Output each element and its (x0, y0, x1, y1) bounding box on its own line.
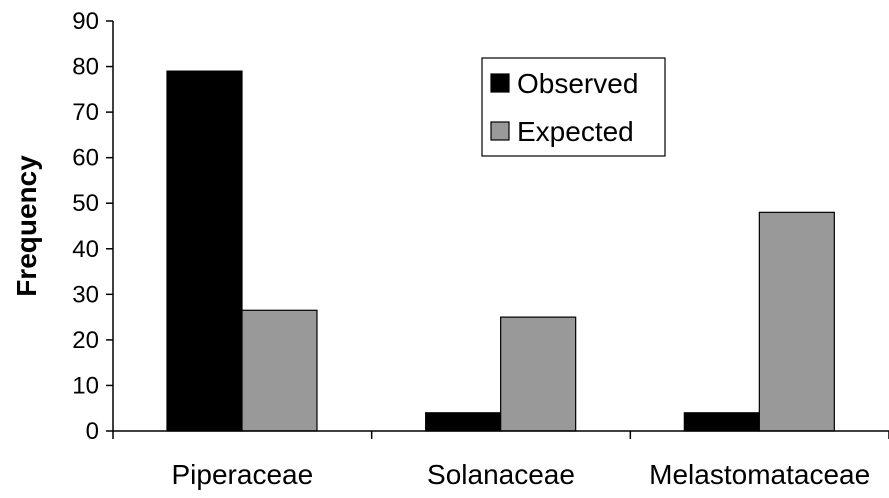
y-tick-label: 70 (72, 99, 99, 126)
legend-label-observed: Observed (517, 68, 638, 99)
y-tick-label: 0 (86, 418, 99, 445)
y-tick-label: 40 (72, 236, 99, 263)
x-category-label: Melastomataceae (649, 459, 870, 490)
legend-swatch-observed (490, 73, 510, 93)
legend-box (481, 57, 666, 157)
bar-expected-melastomataceae (758, 211, 835, 432)
y-tick-label: 30 (72, 281, 99, 308)
legend: Observed Expected (481, 57, 666, 157)
y-tick-label: 90 (72, 8, 99, 35)
x-category-labels: Piperaceae Solanaceae Melastomataceae (172, 459, 871, 490)
y-tick-label: 80 (72, 54, 99, 81)
y-tick-label: 20 (72, 327, 99, 354)
bar-observed-melastomataceae (683, 412, 760, 432)
y-axis-title: Frequency (11, 155, 42, 297)
y-ticks: 0 10 20 30 40 50 60 70 80 90 (72, 8, 889, 445)
bars-layer (166, 70, 835, 432)
bar-expected-piperaceae (241, 309, 318, 432)
legend-swatch-expected (490, 121, 510, 141)
axes-layer (112, 21, 889, 432)
y-tick-label: 50 (72, 190, 99, 217)
bar-expected-solanaceae (500, 316, 577, 432)
legend-label-expected: Expected (517, 116, 634, 147)
y-tick-label: 60 (72, 145, 99, 172)
bar-observed-piperaceae (166, 70, 243, 432)
x-category-label: Solanaceae (427, 459, 575, 490)
bar-observed-solanaceae (425, 412, 502, 432)
y-tick-label: 10 (72, 372, 99, 399)
x-category-label: Piperaceae (172, 459, 314, 490)
